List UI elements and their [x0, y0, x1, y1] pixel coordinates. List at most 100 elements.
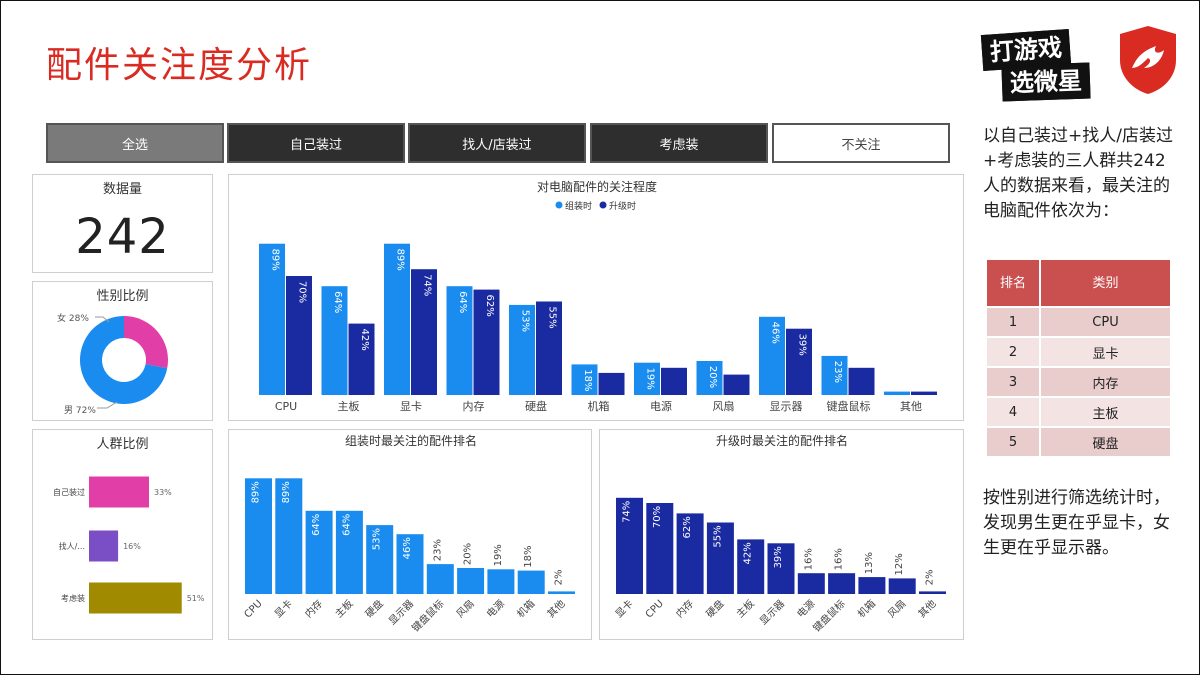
- data-label: 55%: [547, 306, 558, 328]
- crowd-value-label: 16%: [123, 542, 141, 551]
- x-tick-label: 硬盘: [525, 399, 547, 413]
- rank-cell: 2: [985, 336, 1041, 368]
- ranking-bar: [858, 577, 886, 594]
- ranking-bar: [335, 510, 363, 594]
- data-label: 64%: [332, 291, 343, 313]
- x-tick-label: 机箱: [855, 597, 878, 620]
- data-label: 62%: [484, 294, 495, 316]
- bar-assemble: [884, 391, 910, 395]
- attention-chart-card: 对电脑配件的关注程度 组装时 升级时 89% 70% CPU 64% 42% 主板 89% 7…: [228, 174, 964, 421]
- logo-line-2: 选微星: [1001, 62, 1091, 102]
- rank-cell: 3: [985, 366, 1041, 398]
- legend-upgrade: 升级时: [609, 200, 636, 212]
- data-label: 20%: [707, 366, 718, 388]
- msi-dragon-logo-icon: [1120, 26, 1176, 94]
- x-tick-label: 显卡: [612, 597, 635, 620]
- data-label: 39%: [797, 334, 808, 356]
- bar-assemble: [321, 286, 348, 395]
- summary-text: 以自己装过+找人/店装过+考虑装的三人群共242人的数据来看，最关注的电脑配件依…: [983, 126, 1173, 221]
- main-chart-title: 对电脑配件的关注程度: [537, 179, 657, 194]
- male-label: 男 72%: [64, 405, 96, 416]
- filter-considering-button[interactable]: 考虑装: [590, 123, 768, 163]
- data-label: 39%: [773, 546, 784, 568]
- data-label: 46%: [402, 537, 413, 559]
- filter-not-interested-button[interactable]: 不关注: [772, 123, 950, 163]
- crowd-card-title: 人群比例: [96, 437, 149, 452]
- filter-shop-built-button[interactable]: 找人/店装过: [408, 123, 586, 163]
- legend-dot-upgrade: [599, 201, 607, 209]
- crowd-category-label: 找人/...: [59, 541, 85, 551]
- data-label: 23%: [832, 361, 843, 383]
- data-label: 42%: [743, 542, 754, 564]
- x-tick-label: 显示器: [386, 598, 416, 628]
- x-tick-label: 风扇: [885, 597, 908, 620]
- crowd-category-label: 考虑装: [61, 593, 85, 603]
- ranking-bar: [275, 478, 303, 594]
- data-label: 2%: [554, 569, 565, 585]
- ranking-bar: [396, 534, 424, 594]
- ranking-bar: [797, 573, 825, 594]
- crowd-bar: [89, 530, 119, 562]
- category-cell: 显卡: [1039, 336, 1172, 368]
- filter-self-built-button[interactable]: 自己装过: [227, 123, 405, 163]
- bar-assemble: [571, 364, 598, 395]
- bar-upgrade: [911, 391, 937, 395]
- category-cell: 内存: [1039, 366, 1172, 398]
- x-tick-label: 其他: [915, 597, 938, 620]
- bar-assemble: [384, 243, 410, 395]
- bar-assemble: [696, 361, 723, 395]
- data-label: 16%: [803, 548, 814, 570]
- data-label: 42%: [359, 328, 370, 350]
- ranking-bar: [737, 539, 765, 594]
- bar-upgrade: [661, 367, 687, 395]
- attention-bar-chart: 对电脑配件的关注程度 组装时 升级时 89% 70% CPU 64% 42% 主板 89% 7…: [259, 179, 937, 413]
- ranking-bar: [548, 591, 575, 594]
- x-tick-label: 键盘鼠标: [409, 597, 446, 634]
- x-tick-label: 风扇: [453, 597, 476, 620]
- bar-assemble: [259, 243, 285, 395]
- data-label: 89%: [251, 481, 262, 503]
- ranking-bar: [767, 543, 795, 594]
- count-value: 242: [75, 209, 170, 265]
- ranking-bar: [426, 564, 454, 594]
- gender-note-text: 按性别进行筛选统计时，发现男生更在乎显卡，女生更在乎显示器。: [983, 488, 1170, 558]
- bar-assemble: [759, 316, 785, 395]
- x-tick-label: 电源: [650, 399, 672, 413]
- crowd-bar: [89, 582, 182, 614]
- table-row: 1 CPU: [985, 306, 1172, 338]
- bar-upgrade: [286, 276, 312, 395]
- bar-upgrade: [723, 374, 750, 395]
- bar-upgrade: [786, 328, 812, 395]
- x-tick-label: 硬盘: [362, 597, 385, 620]
- upgrade-chart-title: 升级时最关注的配件排名: [716, 433, 848, 448]
- legend-dot-assemble: [555, 201, 563, 209]
- table-row: 5 硬盘: [985, 426, 1172, 458]
- rank-cell: 1: [985, 306, 1041, 338]
- donut-slice-female: [124, 316, 168, 369]
- rank-header: 排名: [985, 258, 1041, 308]
- game-logo: 打游戏 选微星: [978, 28, 1096, 102]
- data-label: 70%: [297, 281, 308, 303]
- assembly-ranking-chart: 组装时最关注的配件排名 89% CPU 89% 显卡 64% 内存 64% 主板 53% 硬盘 46…: [242, 433, 575, 634]
- data-label: 64%: [311, 514, 322, 536]
- female-leader-line: [95, 316, 110, 323]
- count-card-title: 数据量: [102, 182, 142, 197]
- gender-card-title: 性别比例: [96, 289, 149, 304]
- data-label: 46%: [770, 322, 781, 344]
- data-label: 53%: [520, 310, 531, 332]
- filter-all-button[interactable]: 全选: [46, 123, 224, 163]
- x-tick-label: CPU: [242, 598, 264, 620]
- data-label: 53%: [372, 528, 383, 550]
- x-tick-label: 显卡: [272, 597, 295, 620]
- table-row: 4 主板: [985, 396, 1172, 428]
- ranking-bar: [706, 522, 734, 594]
- rank-table: 排名 类别 1 CPU 2 显卡 3 内存 4 主板 5 硬盘: [985, 258, 1172, 458]
- data-label: 19%: [645, 368, 656, 390]
- crowd-value-label: 51%: [187, 594, 205, 603]
- data-label: 64%: [457, 291, 468, 313]
- data-label: 13%: [864, 552, 875, 574]
- male-leader-line: [97, 401, 118, 409]
- rank-cell: 5: [985, 426, 1041, 458]
- data-label: 23%: [432, 539, 443, 561]
- x-tick-label: 内存: [463, 399, 485, 413]
